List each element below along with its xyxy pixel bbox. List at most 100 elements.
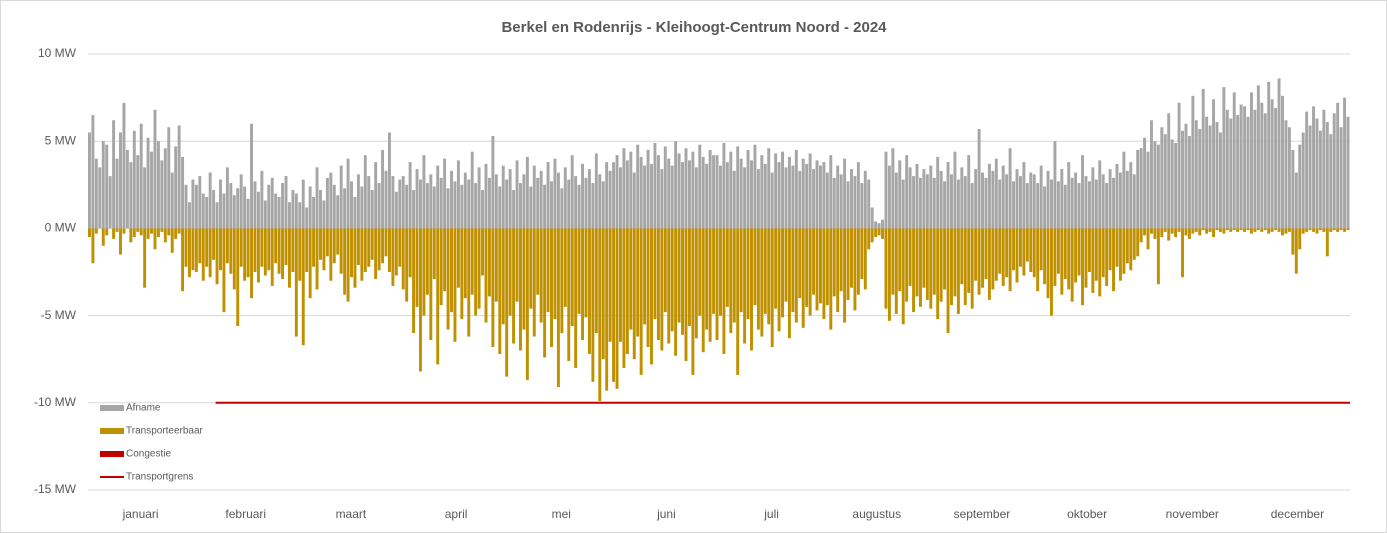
bar [467,228,471,337]
bar [163,148,167,229]
bar [532,165,536,229]
x-tick-label: februari [225,507,266,521]
bar [563,228,567,307]
bar [1229,118,1233,229]
bar [1191,228,1195,234]
bar [705,228,709,330]
bar [736,228,740,375]
bar [363,155,367,229]
bar [870,207,874,229]
bar [1318,130,1322,229]
bars [88,78,1350,402]
bar [1053,228,1057,286]
bar [629,228,633,330]
bar [1236,228,1240,232]
bar [843,158,847,229]
bar [119,228,122,255]
bar [891,228,895,295]
bar [932,177,936,229]
bar [1239,228,1243,231]
bar [591,183,595,229]
bar [446,188,450,229]
bar [953,151,957,229]
bar [398,228,402,267]
bar [553,228,557,320]
bar [429,228,433,341]
bar [887,228,891,321]
bar [219,179,222,229]
bar [387,228,391,272]
bar [1074,172,1078,229]
bar [401,228,405,290]
bar [1122,151,1126,229]
bar [756,169,760,229]
bar [446,228,450,330]
bar [1201,228,1205,231]
bar [1163,228,1167,232]
bar [367,228,371,267]
bar [550,228,553,347]
bar [1174,142,1178,229]
bar [498,186,502,229]
bar [174,146,178,229]
bar [746,228,750,320]
y-tick-label: 10 MW [38,46,77,60]
bar [246,228,250,278]
bar [105,228,109,236]
bar [1098,160,1102,229]
bar [698,144,702,229]
bar [543,228,547,358]
bar [918,177,922,229]
bar [522,174,526,229]
bar [477,228,481,309]
bar [1294,172,1298,229]
bar [139,228,143,236]
bar [529,186,533,229]
bar [650,228,653,365]
bar [687,160,691,229]
bar [663,146,667,229]
bar [208,228,212,278]
bar [236,188,240,229]
bar [425,228,429,295]
bar [1043,228,1047,285]
bar [443,158,447,229]
bar [581,228,585,341]
bar [884,151,888,229]
bar [470,228,474,295]
bar [1281,95,1284,229]
bar [922,228,926,288]
bar [1087,181,1091,229]
bar [287,202,291,229]
x-tick-label: november [1166,507,1219,521]
bar [94,158,98,229]
bar [101,141,105,229]
bar [398,179,402,229]
bar [625,160,629,229]
bar [736,146,740,229]
bar [1301,228,1305,234]
bar [170,172,174,229]
bar [922,169,926,229]
bar [1118,228,1122,281]
bar [1136,149,1140,229]
bar [677,228,681,323]
bar [132,228,136,238]
bar [591,228,595,382]
bar [1222,228,1226,234]
bar [1329,228,1333,232]
bar [274,228,278,264]
y-tick-label: 5 MW [45,133,77,147]
bar [898,228,902,292]
bar [608,228,612,342]
bar [219,228,222,271]
legend-label: Transporteerbaar [126,426,204,437]
bar [319,228,322,260]
bar [91,228,95,264]
bar [229,228,233,274]
bar [622,228,626,368]
bar [860,183,864,229]
bar [308,228,312,299]
bar [846,181,850,229]
